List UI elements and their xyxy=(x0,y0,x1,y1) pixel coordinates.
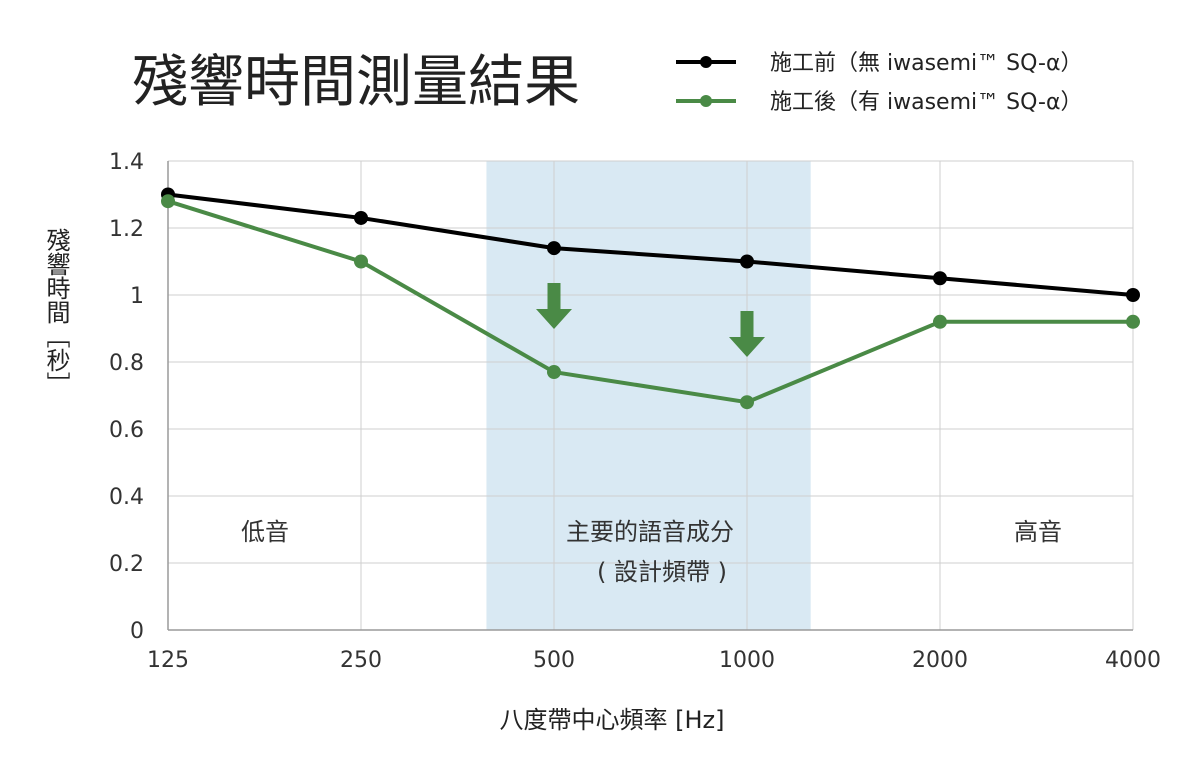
y-tick-label: 0.2 xyxy=(109,552,144,577)
legend: 施工前（無 iwasemi™ SQ-α） 施工後（有 iwasemi™ SQ-α… xyxy=(676,51,1082,115)
data-point-series-1 xyxy=(933,314,947,329)
legend-marker-series-0 xyxy=(700,56,712,68)
x-tick-label: 4000 xyxy=(1105,648,1161,673)
data-point-series-1 xyxy=(161,194,175,209)
legend-marker-series-1 xyxy=(700,95,712,107)
x-axis-label: 八度帶中心頻率 [Hz] xyxy=(500,706,725,734)
data-point-series-1 xyxy=(354,254,368,269)
data-point-series-0 xyxy=(933,271,947,286)
data-point-series-0 xyxy=(354,210,368,225)
arrow-layer xyxy=(536,283,765,357)
y-tick-label: 1.4 xyxy=(109,150,144,175)
highlight-band xyxy=(486,161,811,630)
y-tick-label: 0.8 xyxy=(109,351,144,376)
region-label-speech-sub: ( 設計頻帶 ) xyxy=(597,558,727,586)
data-point-series-0 xyxy=(547,241,561,256)
series-line-1 xyxy=(167,199,1133,405)
region-label-speech: 主要的語音成分 xyxy=(566,518,734,546)
y-tick-label: 0.6 xyxy=(109,418,144,443)
down-arrow-icon xyxy=(729,311,765,357)
y-tick-label: 1.2 xyxy=(109,217,144,242)
data-point-series-1 xyxy=(740,395,754,410)
data-point-series-1 xyxy=(547,365,561,380)
x-tick-label: 250 xyxy=(340,648,382,673)
x-tick-label: 1000 xyxy=(719,648,775,673)
y-tick-label: 0 xyxy=(130,619,144,644)
series-layer xyxy=(161,187,1140,410)
x-tick-label: 500 xyxy=(533,648,575,673)
down-arrow-icon xyxy=(536,283,572,329)
x-tick-label: 125 xyxy=(147,648,189,673)
region-label-low: 低音 xyxy=(241,518,289,546)
x-tick-label: 2000 xyxy=(912,648,968,673)
y-axis-label: 殘響時間［秒］ xyxy=(42,228,70,396)
series-line-0 xyxy=(167,192,1134,297)
data-point-series-0 xyxy=(1126,288,1140,302)
data-point-series-0 xyxy=(740,254,754,269)
legend-label-series-1: 施工後（有 iwasemi™ SQ-α） xyxy=(770,90,1082,115)
highlight-band-layer xyxy=(486,161,811,630)
data-point-series-1 xyxy=(1126,314,1140,329)
region-label-high: 高音 xyxy=(1014,518,1062,546)
grid-layer xyxy=(167,160,1134,631)
chart-title: 殘響時間測量結果 xyxy=(132,50,580,115)
legend-label-series-0: 施工前（無 iwasemi™ SQ-α） xyxy=(770,51,1082,76)
y-tick-layer: 0 0.2 0.4 0.6 0.8 1 1.2 1.4 xyxy=(109,150,144,644)
x-tick-layer: 125 250 500 1000 2000 4000 xyxy=(147,648,1161,673)
y-tick-label: 0.4 xyxy=(109,485,144,510)
y-tick-label: 1 xyxy=(130,284,144,309)
